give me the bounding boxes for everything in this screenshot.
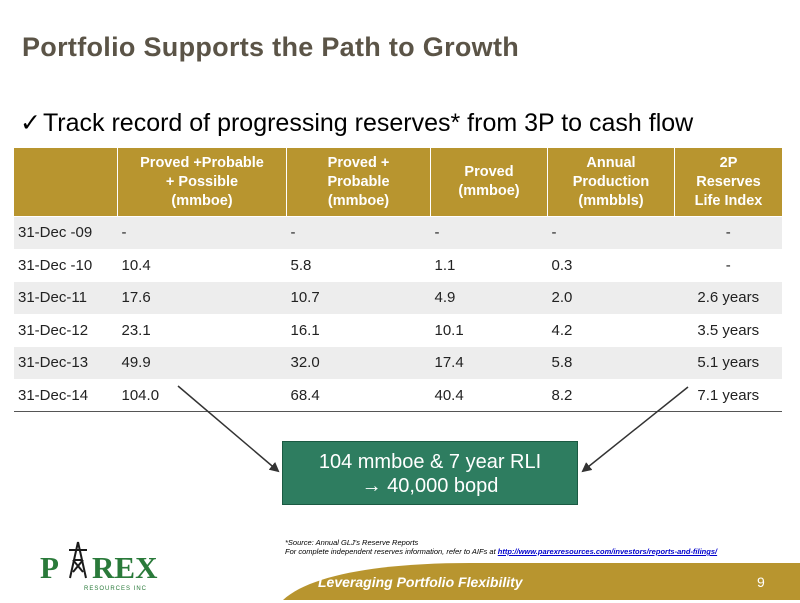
slide-title: Portfolio Supports the Path to Growth bbox=[22, 32, 520, 62]
table-cell: - bbox=[430, 216, 548, 249]
source-reference: For complete independent reserves inform… bbox=[285, 547, 718, 556]
table-cell: - bbox=[117, 216, 287, 249]
table-cell: 4.2 bbox=[547, 313, 675, 347]
header-line: (mmbbls) bbox=[578, 192, 644, 209]
table-cell: 2.0 bbox=[547, 281, 675, 314]
table-cell: - bbox=[286, 216, 431, 249]
table-cell: 5.8 bbox=[286, 248, 431, 282]
row-date-cell: 31-Dec-14 bbox=[14, 378, 118, 412]
table-cell: 40.4 bbox=[430, 378, 548, 412]
row-date-cell: 31-Dec-12 bbox=[14, 313, 118, 347]
header-line: Proved + bbox=[327, 154, 390, 171]
header-line: Reserves bbox=[696, 173, 761, 190]
table-cell: - bbox=[674, 216, 782, 249]
table-cell: 10.7 bbox=[286, 281, 431, 314]
table-cell: 17.4 bbox=[430, 346, 548, 379]
table-cell: 16.1 bbox=[286, 313, 431, 347]
header-cell: Annual Production (mmbbls) bbox=[547, 148, 675, 217]
table-cell: 4.9 bbox=[430, 281, 548, 314]
header-line: (mmboe) bbox=[171, 192, 233, 209]
header-cell: 2P Reserves Life Index bbox=[674, 148, 782, 217]
header-line: Proved bbox=[464, 164, 514, 180]
table-cell: 17.6 bbox=[117, 281, 287, 314]
table-cell: 5.8 bbox=[547, 346, 675, 379]
table-row: 31-Dec-13 49.9 32.0 17.4 5.8 5.1 years bbox=[14, 346, 782, 379]
header-cell: Proved + Probable (mmboe) bbox=[286, 148, 431, 217]
page-number: 9 bbox=[757, 574, 765, 590]
callout-line-2: → 40,000 bopd bbox=[361, 475, 499, 497]
table-cell: - bbox=[674, 248, 782, 282]
table-row: 31-Dec-12 23.1 16.1 10.1 4.2 3.5 years bbox=[14, 313, 782, 347]
table-row: 31-Dec-11 17.6 10.7 4.9 2.0 2.6 years bbox=[14, 281, 782, 314]
table-cell: 68.4 bbox=[286, 378, 431, 412]
header-line: Annual bbox=[586, 154, 636, 171]
bullet-point: ✓Track record of progressing reserves* f… bbox=[20, 108, 693, 138]
summary-callout: 104 mmboe & 7 year RLI → 40,000 bopd bbox=[282, 441, 578, 505]
table-header-row: Proved +Probable + Possible (mmboe) Proved… bbox=[14, 148, 782, 217]
svg-text:RESOURCES INC: RESOURCES INC bbox=[84, 586, 147, 592]
row-date-cell: 31-Dec -09 bbox=[14, 216, 118, 249]
header-line: (mmboe) bbox=[327, 192, 390, 209]
right-arrow bbox=[581, 386, 689, 473]
table-cell: 5.1 years bbox=[674, 346, 782, 379]
parex-logo: P REX RESOURCES INC bbox=[40, 540, 170, 603]
table-cell: 23.1 bbox=[117, 313, 287, 347]
table-cell: 3.5 years bbox=[674, 313, 782, 347]
bullet-text: Track record of progressing reserves* fr… bbox=[42, 109, 694, 137]
table-cell: 49.9 bbox=[117, 346, 287, 379]
parex-logo-icon: P REX RESOURCES INC bbox=[40, 541, 158, 592]
header-line: Production bbox=[572, 173, 650, 190]
row-date-cell: 31-Dec-11 bbox=[14, 281, 118, 314]
header-line: + Possible bbox=[165, 173, 239, 190]
header-line: Proved +Probable bbox=[140, 154, 264, 171]
header-cell bbox=[14, 148, 118, 217]
table-cell: 2.6 years bbox=[674, 281, 782, 314]
table-cell: 1.1 bbox=[430, 248, 548, 282]
table-cell: 10.4 bbox=[117, 248, 287, 282]
source-note: *Source: Annual GLJ's Reserve Reports Fo… bbox=[285, 538, 717, 556]
table-cell: 0.3 bbox=[547, 248, 675, 282]
table-row: 31-Dec -09- - - - - bbox=[14, 216, 782, 249]
source-line: *Source: Annual GLJ's Reserve Reports bbox=[285, 538, 419, 547]
left-arrow bbox=[177, 385, 280, 473]
reserves-table: Proved +Probable + Possible (mmboe) Proved… bbox=[14, 148, 782, 412]
row-date-cell: 31-Dec-13 bbox=[14, 346, 118, 379]
svg-text:P: P bbox=[40, 550, 59, 585]
reports-link[interactable]: http://www.parexresources.com/investors/… bbox=[497, 547, 718, 556]
table-cell: - bbox=[547, 216, 675, 249]
table-row: 31-Dec -10 10.4 5.8 1.1 0.3- bbox=[14, 248, 782, 282]
table-cell: 7.1 years bbox=[674, 378, 782, 412]
row-date-cell: 31-Dec -10 bbox=[14, 248, 118, 282]
table-cell: 8.2 bbox=[547, 378, 675, 412]
checkmark-icon: ✓ bbox=[20, 109, 41, 137]
svg-text:REX: REX bbox=[92, 550, 158, 585]
header-line: (mmboe) bbox=[458, 183, 520, 199]
table-cell: 32.0 bbox=[286, 346, 431, 379]
header-line: Probable bbox=[327, 173, 390, 190]
header-cell: Proved +Probable + Possible (mmboe) bbox=[117, 148, 287, 217]
header-cell: Proved (mmboe) bbox=[430, 148, 548, 217]
footer-tagline: Leveraging Portfolio Flexibility bbox=[318, 574, 523, 590]
header-line: Life Index bbox=[694, 192, 763, 209]
header-line: 2P bbox=[719, 154, 738, 171]
callout-line-1: 104 mmboe & 7 year RLI bbox=[318, 451, 542, 473]
table-cell: 10.1 bbox=[430, 313, 548, 347]
